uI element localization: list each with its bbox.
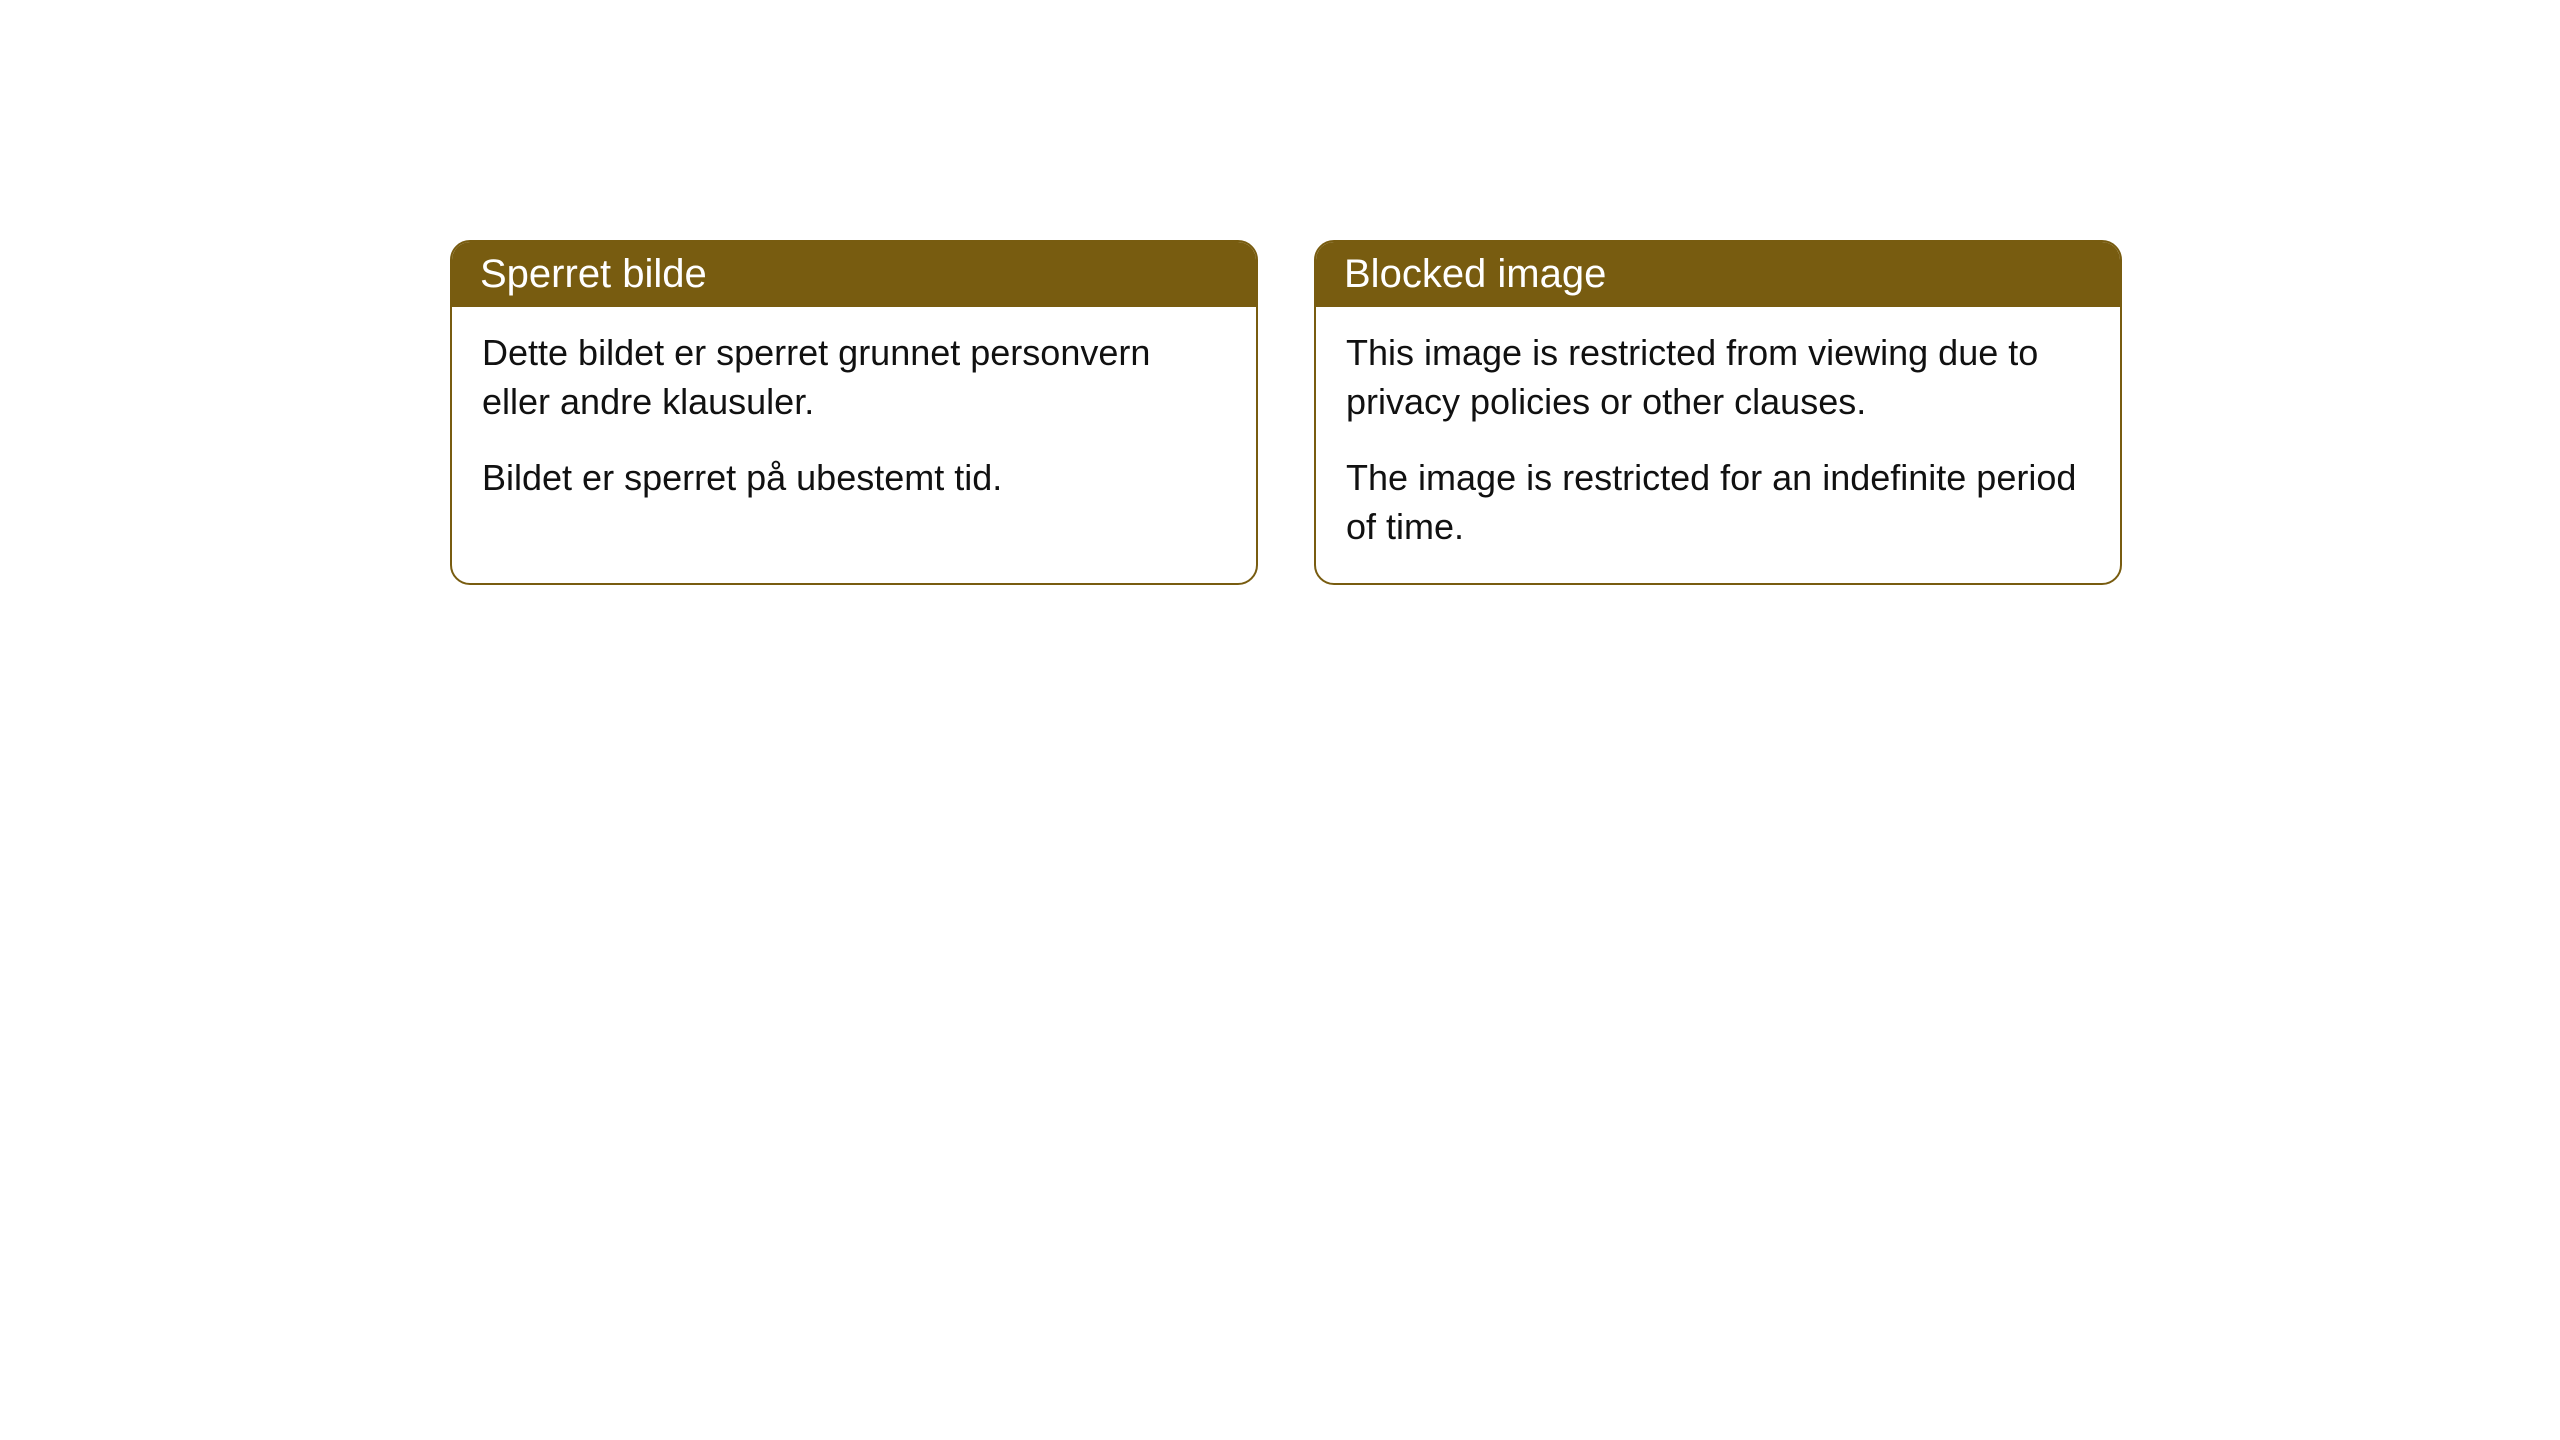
notice-paragraph: Dette bildet er sperret grunnet personve… xyxy=(482,329,1226,426)
notice-title: Sperret bilde xyxy=(480,252,707,296)
notice-body: Dette bildet er sperret grunnet personve… xyxy=(452,307,1256,535)
notice-header: Sperret bilde xyxy=(452,242,1256,307)
notice-paragraph: The image is restricted for an indefinit… xyxy=(1346,454,2090,551)
notice-header: Blocked image xyxy=(1316,242,2120,307)
notice-paragraph: This image is restricted from viewing du… xyxy=(1346,329,2090,426)
notice-card-norwegian: Sperret bilde Dette bildet er sperret gr… xyxy=(450,240,1258,585)
notice-container: Sperret bilde Dette bildet er sperret gr… xyxy=(0,0,2560,585)
notice-card-english: Blocked image This image is restricted f… xyxy=(1314,240,2122,585)
notice-paragraph: Bildet er sperret på ubestemt tid. xyxy=(482,454,1226,503)
notice-title: Blocked image xyxy=(1344,252,1606,296)
notice-body: This image is restricted from viewing du… xyxy=(1316,307,2120,583)
